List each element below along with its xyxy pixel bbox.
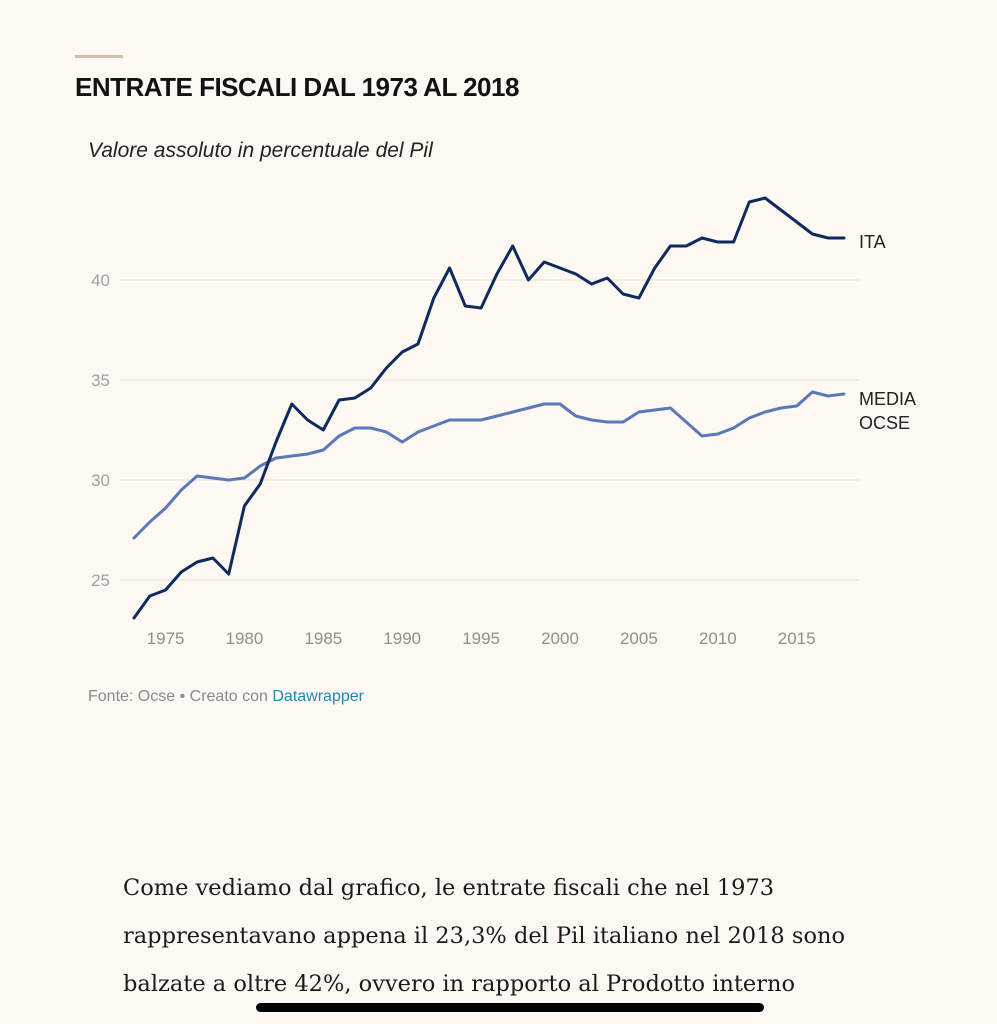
title-accent-rule	[75, 55, 123, 58]
series-label-ocse-line2: OCSE	[859, 413, 910, 433]
y-tick-label: 30	[91, 471, 110, 490]
chart-title: ENTRATE FISCALI DAL 1973 AL 2018	[75, 72, 519, 102]
x-tick-label: 2000	[541, 629, 579, 648]
chart-subtitle: Valore assoluto in percentuale del Pil	[88, 139, 433, 162]
article-body: Come vediamo dal grafico, le entrate fis…	[123, 864, 923, 1008]
x-tick-label: 1985	[304, 629, 342, 648]
grid-lines	[120, 279, 859, 581]
article-line: rappresentavano appena il 23,3% del Pil …	[123, 923, 846, 949]
x-tick-label: 1990	[383, 629, 421, 648]
x-tick-label: 2015	[778, 629, 816, 648]
x-tick-label: 1980	[226, 629, 264, 648]
series-line-ocse	[132, 390, 846, 540]
x-tick-label: 1995	[462, 629, 500, 648]
x-tick-label: 2010	[699, 629, 737, 648]
source-text: Fonte: Ocse • Creato con	[88, 688, 273, 705]
home-indicator-bar	[256, 1003, 764, 1012]
y-tick-label: 35	[91, 371, 110, 390]
y-axis-ticks: 25 30 35 40	[91, 271, 110, 590]
series-line-ita	[132, 196, 846, 620]
series-labels: ITA MEDIA OCSE	[859, 232, 916, 433]
series-lines	[132, 196, 846, 620]
y-tick-label: 40	[91, 271, 110, 290]
y-tick-label: 25	[91, 571, 110, 590]
x-tick-label: 2005	[620, 629, 658, 648]
x-axis-ticks: 1975 1980 1985 1990 1995 2000 2005 2010 2015	[147, 629, 816, 648]
series-label-ita: ITA	[859, 232, 886, 252]
datawrapper-link[interactable]: Datawrapper	[272, 688, 364, 705]
source-note: Fonte: Ocse • Creato con Datawrapper	[88, 688, 364, 706]
series-label-ocse-line1: MEDIA	[859, 389, 916, 409]
article-line: Come vediamo dal grafico, le entrate fis…	[123, 875, 775, 901]
article-line: balzate a oltre 42%, ovvero in rapporto …	[123, 971, 796, 997]
line-chart: 25 30 35 40 1975 1980 1985 1990 1995 2000 2005 201…	[91, 196, 916, 648]
x-tick-label: 1975	[147, 629, 185, 648]
